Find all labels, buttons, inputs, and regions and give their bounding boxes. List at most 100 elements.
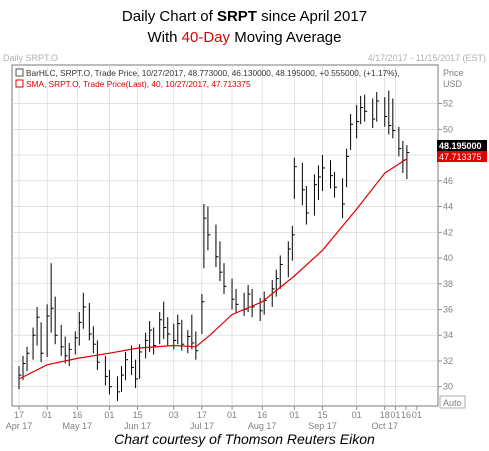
price-bar <box>104 355 108 386</box>
price-bar <box>287 241 291 278</box>
price-bar <box>36 306 40 346</box>
plot-frame <box>11 64 439 407</box>
x-month-label: Sep 17 <box>308 421 337 431</box>
price-bar <box>153 327 157 355</box>
currency-axis-label: USD <box>443 79 463 89</box>
y-tick-label: 50 <box>443 124 453 134</box>
auto-scale-label: Auto <box>443 398 462 408</box>
price-bar <box>364 94 368 122</box>
price-bar <box>40 322 44 363</box>
price-bar <box>108 369 112 395</box>
y-tick-label: 34 <box>443 330 453 340</box>
price-bar <box>145 332 149 359</box>
price-bar <box>301 162 305 206</box>
price-bar <box>64 336 68 364</box>
y-tick-label: 52 <box>443 99 453 109</box>
price-bar <box>195 331 199 360</box>
x-tick-label: 01 <box>390 410 400 420</box>
price-bar <box>388 90 392 135</box>
y-tick-label: 46 <box>443 176 453 186</box>
legend-sma-text: SMA, SRPT.O, Trade Price(Last), 40, 10/2… <box>26 79 251 89</box>
price-bar <box>191 314 195 350</box>
legend: BarHLC, SRPT.O, Trade Price, 10/27/2017,… <box>15 68 400 89</box>
last-price-tag <box>437 140 487 151</box>
price-bar <box>78 312 82 346</box>
y-tick-label: 44 <box>443 202 453 212</box>
price-bar <box>392 98 396 139</box>
x-month-label: Aug 17 <box>248 421 277 431</box>
x-tick-label: 16 <box>401 410 411 420</box>
price-bar <box>187 330 191 354</box>
panel-title: Daily SRPT.O <box>3 53 58 63</box>
grid-lines <box>12 65 438 406</box>
price-bar <box>18 366 22 390</box>
x-tick-label: 17 <box>197 410 207 420</box>
price-bar <box>321 155 325 192</box>
price-bar <box>74 331 78 355</box>
price-bar <box>131 345 135 376</box>
price-bar <box>125 351 129 381</box>
x-tick-label: 18 <box>380 410 390 420</box>
auto-scale-button[interactable] <box>439 395 466 409</box>
price-bar <box>406 145 410 180</box>
x-month-label: Jun 17 <box>124 421 151 431</box>
price-bar <box>384 97 388 127</box>
x-month-label: May 17 <box>63 421 93 431</box>
price-bar <box>32 327 36 360</box>
price-bar <box>350 113 354 150</box>
price-bar <box>201 294 205 334</box>
chart-caption: Chart courtesy of Thomson Reuters Eikon <box>114 431 375 447</box>
price-bar <box>346 148 350 188</box>
price-bar <box>60 324 64 356</box>
x-tick-label: 01 <box>352 410 362 420</box>
price-bar <box>88 303 92 341</box>
price-bar <box>279 255 283 289</box>
price-axis-label: Price <box>443 68 464 78</box>
price-bar <box>356 104 360 139</box>
x-month-label: Apr 17 <box>6 421 33 431</box>
x-month-label: Oct 17 <box>372 421 399 431</box>
price-bar <box>177 314 181 345</box>
price-bar <box>219 241 223 282</box>
price-bars <box>18 90 410 401</box>
price-bar <box>259 297 263 322</box>
legend-bar-swatch <box>15 68 24 77</box>
price-bar <box>163 301 167 340</box>
x-tick-label: 01 <box>227 410 237 420</box>
price-bar <box>334 171 338 198</box>
price-bar <box>305 185 309 225</box>
price-bar <box>231 278 235 310</box>
x-tick-label: 17 <box>14 410 24 420</box>
chart-title-line-1: Daily Chart of SRPT since April 2017 <box>121 8 368 25</box>
legend-bar-text: BarHLC, SRPT.O, Trade Price, 10/27/2017,… <box>26 68 400 78</box>
price-bar <box>159 312 163 345</box>
price-bar <box>26 346 30 372</box>
y-tick-label: 32 <box>443 356 453 366</box>
x-tick-label: 01 <box>104 410 114 420</box>
y-tick-label: 42 <box>443 227 453 237</box>
price-bar <box>235 288 239 314</box>
price-bar <box>275 269 279 297</box>
last-price-tag-text: 48.195000 <box>439 141 482 151</box>
x-tick-label: 01 <box>42 410 52 420</box>
price-bar <box>360 95 364 125</box>
x-tick-label: 01 <box>289 410 299 420</box>
x-month-label: Jul 17 <box>190 421 214 431</box>
price-bar <box>251 288 255 318</box>
x-tick-label: 15 <box>133 410 143 420</box>
date-range: 4/17/2017 - 11/15/2017 (EST) <box>368 53 486 63</box>
price-bar <box>398 126 402 157</box>
price-bar <box>135 359 139 388</box>
price-bar <box>92 326 96 354</box>
price-bar <box>207 206 211 251</box>
price-bar <box>120 366 124 392</box>
price-bar <box>330 160 334 189</box>
x-tick-label: 15 <box>317 410 327 420</box>
sma-tag <box>437 151 487 162</box>
price-bar <box>46 304 50 358</box>
price-bar <box>167 317 171 346</box>
price-bar <box>293 157 297 199</box>
legend-sma-swatch <box>15 79 24 88</box>
